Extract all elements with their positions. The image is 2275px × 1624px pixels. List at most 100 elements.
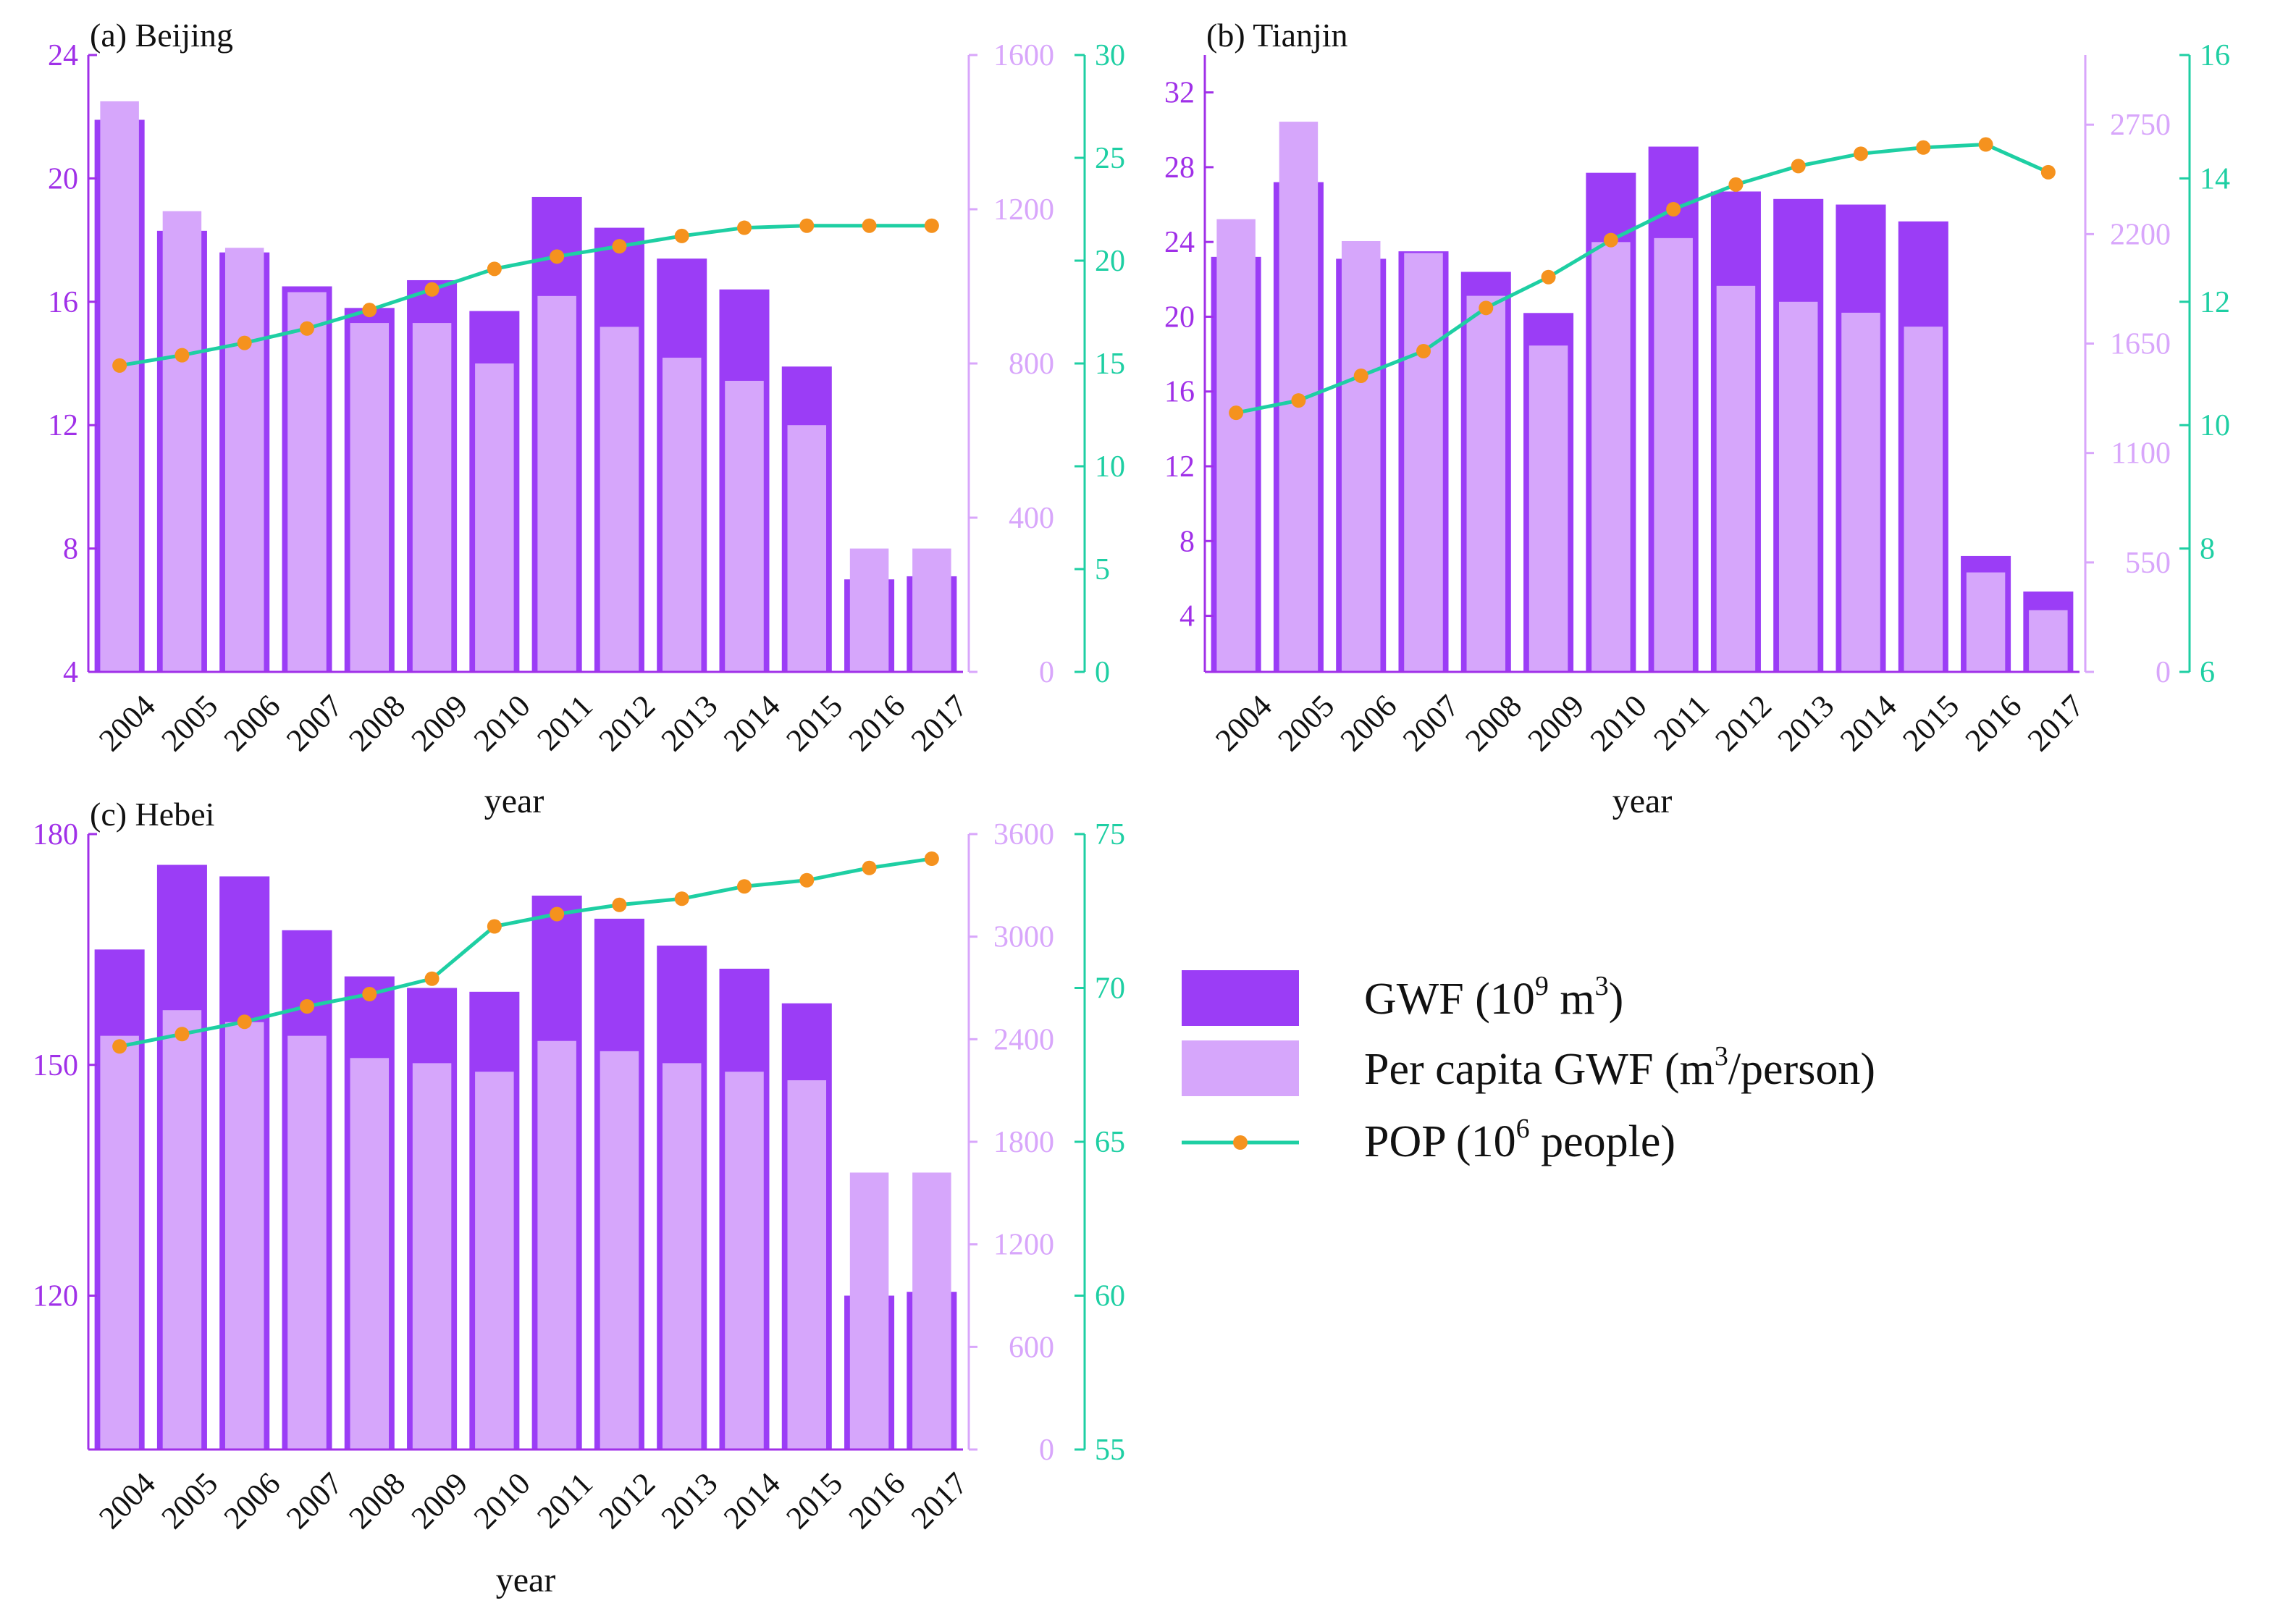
x-tick-label: 2006: [217, 1465, 287, 1536]
mid-axis-tick-label: 2750: [2110, 109, 2171, 142]
x-tick-label: 2010: [467, 1465, 537, 1536]
pop-marker: [362, 987, 377, 1001]
legend-swatch-per-capita: [1182, 1040, 1299, 1096]
x-tick-label: 2011: [530, 1465, 600, 1535]
per-capita-bar: [725, 380, 764, 672]
per-capita-bar: [537, 1040, 576, 1450]
x-tick-label: 2013: [655, 688, 725, 758]
mid-axis-tick-label: 1650: [2110, 328, 2171, 361]
pop-marker: [799, 872, 815, 888]
pop-marker: [1353, 369, 1368, 384]
left-axis-tick-label: 24: [1164, 226, 1195, 259]
per-capita-bar: [1778, 301, 1818, 672]
right-axis-tick-label: 65: [1095, 1126, 1125, 1159]
per-capita-bar: [350, 1058, 390, 1450]
pop-marker: [362, 303, 377, 318]
x-tick-label: 2012: [592, 1465, 662, 1536]
pop-marker: [737, 879, 752, 894]
right-axis-tick-label: 14: [2200, 162, 2230, 195]
x-axis-title: year: [1612, 782, 1673, 820]
x-tick-label: 2007: [1396, 688, 1466, 758]
left-axis-tick-label: 150: [33, 1049, 78, 1082]
right-axis-tick-label: 10: [2200, 409, 2230, 442]
pop-marker: [550, 906, 565, 922]
right-axis-tick-label: 60: [1095, 1280, 1125, 1313]
right-axis-tick-label: 10: [1095, 450, 1125, 484]
pop-marker: [612, 897, 627, 912]
x-tick-label: 2013: [655, 1465, 725, 1536]
pop-marker: [2040, 164, 2056, 180]
left-axis-tick-label: 8: [63, 533, 78, 566]
pop-marker: [1728, 177, 1744, 192]
x-tick-label: 2010: [467, 688, 537, 758]
per-capita-bar: [1528, 345, 1568, 672]
panel-tianjin: 4 8 12 16 20 24 28 32 0 550 1100 1650 2200 2750 6 8 10 12…: [1164, 17, 2230, 820]
x-tick-label: 2011: [1647, 688, 1716, 757]
per-capita-bar: [662, 358, 702, 672]
per-capita-bar: [600, 1051, 639, 1450]
pop-marker: [1916, 140, 1931, 155]
panel-title: (b) Tianjin: [1206, 17, 1348, 54]
per-capita-bar: [100, 1035, 139, 1450]
x-tick-label: 2004: [92, 1465, 162, 1536]
x-tick-label: 2017: [904, 1465, 975, 1536]
per-capita-bar: [1716, 285, 1756, 673]
x-tick-label: 2006: [217, 688, 287, 758]
per-capita-bar: [1654, 237, 1693, 672]
pop-marker: [862, 218, 877, 233]
pop-marker: [674, 891, 689, 906]
right-axis-tick-label: 15: [1095, 348, 1125, 381]
left-axis-tick-label: 16: [48, 286, 78, 319]
pop-marker: [862, 860, 877, 875]
pop-marker: [550, 249, 565, 264]
pop-marker: [1479, 300, 1494, 316]
left-axis-tick-label: 12: [1164, 450, 1195, 484]
panel-hebei: 1201501800600120018002400300036005560657…: [33, 796, 1125, 1599]
per-capita-bar: [162, 1010, 202, 1450]
per-capita-bar: [662, 1063, 702, 1450]
pop-marker: [1229, 405, 1244, 421]
pop-marker: [174, 1027, 190, 1042]
mid-axis-tick-label: 1600: [993, 39, 1054, 72]
mid-axis-tick-label: 1800: [993, 1126, 1054, 1159]
mid-axis-tick-label: 1200: [993, 1229, 1054, 1262]
right-axis-tick-label: 8: [2200, 533, 2215, 566]
per-capita-bar: [100, 101, 139, 672]
x-tick-label: 2008: [1458, 688, 1528, 758]
x-tick-label: 2008: [342, 1465, 412, 1536]
per-capita-bar: [849, 1172, 889, 1450]
pop-marker: [424, 971, 440, 986]
panel-beijing: 4 8 12 16 20 24 0 400 800 1200 1600 0 5 10 15 20 25 30 200…: [48, 17, 1125, 820]
pop-marker: [237, 1014, 252, 1030]
mid-axis-tick-label: 2400: [993, 1023, 1054, 1056]
per-capita-bar: [1904, 327, 1943, 672]
panel-title: (a) Beijing: [90, 17, 233, 54]
legend-swatch-gwf: [1182, 970, 1299, 1026]
mid-axis-tick-label: 0: [2156, 656, 2171, 689]
per-capita-bar: [2029, 610, 2068, 672]
left-axis-tick-label: 12: [48, 409, 78, 442]
x-tick-label: 2007: [279, 688, 350, 758]
legend: GWF (109 m3) Per capita GWF (m3/person) …: [1182, 970, 1875, 1166]
right-axis-tick-label: 5: [1095, 553, 1110, 586]
per-capita-bar: [412, 323, 452, 672]
x-tick-label: 2014: [1833, 688, 1904, 758]
x-tick-label: 2005: [154, 688, 224, 758]
mid-axis-tick-label: 3600: [993, 818, 1054, 851]
x-tick-label: 2013: [1771, 688, 1841, 758]
left-axis-tick-label: 4: [63, 656, 78, 689]
per-capita-bar: [1216, 219, 1256, 672]
per-capita-bar: [287, 292, 327, 672]
x-tick-label: 2017: [2021, 688, 2091, 758]
x-tick-label: 2017: [904, 688, 975, 758]
x-tick-label: 2010: [1584, 688, 1654, 758]
x-tick-label: 2011: [530, 688, 600, 757]
left-axis-tick-label: 20: [1164, 300, 1195, 334]
pop-marker: [424, 282, 440, 297]
x-axis-title: year: [496, 1561, 556, 1599]
x-axis-title: year: [484, 782, 544, 820]
per-capita-bar: [787, 1080, 827, 1450]
per-capita-bar: [475, 363, 514, 672]
left-axis-tick-label: 20: [48, 162, 78, 195]
pop-marker: [1416, 343, 1431, 358]
